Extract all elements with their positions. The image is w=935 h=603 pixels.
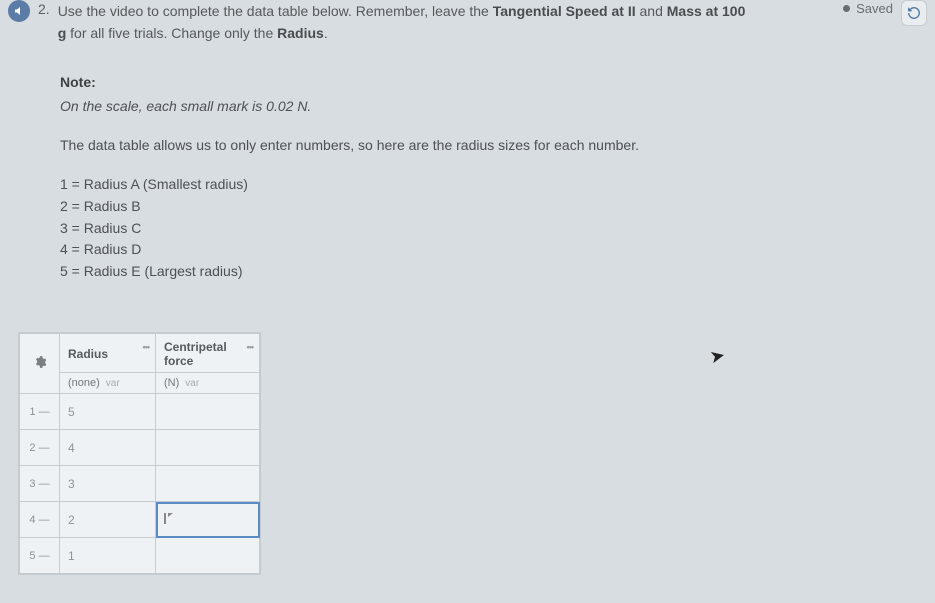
cursor-flag-icon — [164, 513, 173, 524]
table-settings-button[interactable] — [20, 334, 60, 394]
saved-dot-icon — [843, 5, 850, 12]
force-cell[interactable] — [156, 394, 260, 430]
prev-question-button[interactable] — [8, 0, 30, 22]
prompt-text: and — [636, 3, 667, 19]
radius-cell[interactable]: 2 — [60, 502, 156, 538]
radius-cell[interactable]: 4 — [60, 430, 156, 466]
radius-cell[interactable]: 5 — [60, 394, 156, 430]
note-label: Note: — [60, 74, 96, 90]
legend-line: 5 = Radius E (Largest radius) — [60, 261, 935, 283]
force-cell[interactable] — [156, 430, 260, 466]
saved-indicator: Saved — [843, 1, 893, 16]
radius-legend: 1 = Radius A (Smallest radius) 2 = Radiu… — [60, 174, 935, 282]
unit-sub: var — [106, 378, 120, 389]
unit-main: (none) — [68, 377, 100, 389]
refresh-button[interactable] — [901, 0, 927, 26]
table-row: 3 —3 — [20, 466, 260, 502]
table-row: 4 —2 — [20, 502, 260, 538]
legend-line: 2 = Radius B — [60, 196, 935, 218]
table-row: 5 —1 — [20, 538, 260, 574]
row-index: 1 — — [20, 394, 60, 430]
force-cell[interactable] — [156, 538, 260, 574]
row-index: 4 — — [20, 502, 60, 538]
legend-line: 3 = Radius C — [60, 218, 935, 240]
radius-cell[interactable]: 3 — [60, 466, 156, 502]
prompt-tangential: Tangential Speed at II — [493, 3, 636, 19]
column-menu-icon[interactable]: ••• — [247, 342, 253, 352]
question-number: 2. — [38, 1, 50, 17]
column-label: Radius — [68, 347, 108, 361]
column-header-force[interactable]: Centripetal force ••• — [156, 334, 260, 373]
table-row: 2 —4 — [20, 430, 260, 466]
unit-cell-radius: (none) var — [60, 373, 156, 394]
speaker-icon — [13, 5, 25, 17]
radius-cell[interactable]: 1 — [60, 538, 156, 574]
prompt-text: for all five trials. Change only the — [66, 25, 277, 41]
gear-icon — [33, 355, 47, 369]
data-table: Radius ••• Centripetal force ••• (none) v… — [18, 332, 261, 575]
row-index: 3 — — [20, 466, 60, 502]
row-index: 2 — — [20, 430, 60, 466]
unit-sub: var — [185, 378, 199, 389]
column-label: Centripetal force — [164, 340, 227, 368]
prompt-mass: Mass at 100 — [667, 3, 746, 19]
prompt-text: . — [324, 25, 328, 41]
legend-line: 4 = Radius D — [60, 239, 935, 261]
row-index: 5 — — [20, 538, 60, 574]
table-row: 1 —5 — [20, 394, 260, 430]
refresh-icon — [907, 6, 921, 20]
unit-cell-force: (N) var — [156, 373, 260, 394]
force-cell[interactable] — [156, 466, 260, 502]
prompt-g: g — [58, 25, 67, 41]
prompt-radius: Radius — [277, 25, 324, 41]
unit-main: (N) — [164, 377, 179, 389]
saved-label: Saved — [856, 1, 893, 16]
intro-text: The data table allows us to only enter n… — [60, 134, 935, 158]
prompt-text: Use the video to complete the data table… — [58, 3, 493, 19]
column-menu-icon[interactable]: ••• — [143, 342, 149, 352]
question-prompt: Use the video to complete the data table… — [58, 0, 835, 45]
column-header-radius[interactable]: Radius ••• — [60, 334, 156, 373]
legend-line: 1 = Radius A (Smallest radius) — [60, 174, 935, 196]
force-cell[interactable] — [156, 502, 260, 538]
note-text: On the scale, each small mark is 0.02 N. — [60, 98, 311, 114]
mouse-cursor-icon: ➤ — [708, 345, 727, 369]
